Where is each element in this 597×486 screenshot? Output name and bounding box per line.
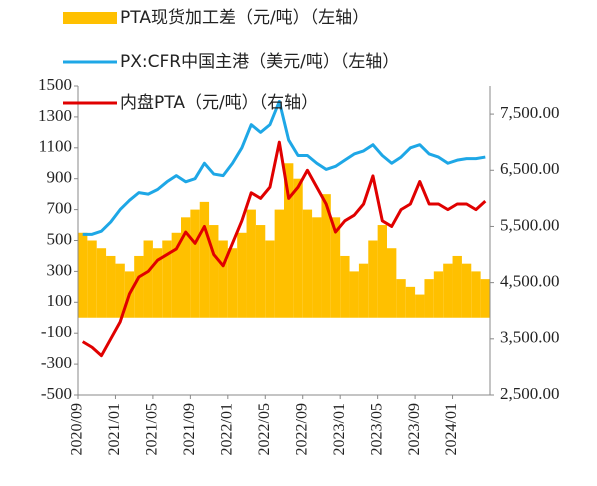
y-tick-label: 300 <box>47 260 73 279</box>
x-tick-label: 2021/05 <box>144 403 161 455</box>
x-tick-label: 2023/01 <box>331 403 348 455</box>
bar <box>96 248 107 318</box>
bar <box>368 240 378 318</box>
bar <box>424 279 434 318</box>
bar <box>330 217 341 318</box>
y2-tick-label: 7,500.00 <box>500 103 560 122</box>
bar <box>284 163 294 318</box>
legend-label: PTA现货加工差（元/吨）（左轴） <box>120 8 369 28</box>
bar <box>349 271 359 318</box>
bar <box>461 263 472 318</box>
bar <box>115 263 125 318</box>
y-tick-label: -100 <box>41 322 72 341</box>
y-tick-label: 1500 <box>38 75 72 94</box>
bar <box>274 209 284 318</box>
bar <box>415 294 425 318</box>
bar <box>152 248 163 318</box>
bar <box>134 255 144 318</box>
x-tick-label: 2023/05 <box>368 403 385 455</box>
bar <box>358 263 369 318</box>
bar <box>480 279 490 318</box>
bar <box>396 279 406 318</box>
y2-tick-label: 3,500.00 <box>500 328 560 347</box>
x-tick-label: 2024/01 <box>443 403 460 455</box>
y-tick-label: 1100 <box>39 137 72 156</box>
bar <box>265 240 275 318</box>
bar <box>255 225 266 318</box>
x-tick-label: 2022/05 <box>256 403 273 455</box>
bar <box>471 271 481 318</box>
bar <box>162 240 172 318</box>
bar <box>405 286 416 318</box>
x-tick-label: 2022/01 <box>218 403 235 455</box>
bar <box>190 209 200 318</box>
x-tick-label: 2021/01 <box>106 403 123 455</box>
y-tick-label: 500 <box>47 229 73 248</box>
x-tick-label: 2022/09 <box>293 403 310 455</box>
bar <box>87 240 97 318</box>
bar <box>106 255 116 318</box>
bar <box>387 248 397 318</box>
bar <box>246 209 256 318</box>
y-tick-label: 1300 <box>38 106 72 125</box>
y-tick-label: 900 <box>47 168 73 187</box>
y-tick-label: -500 <box>41 384 72 403</box>
y2-tick-label: 4,500.00 <box>500 272 560 291</box>
legend-swatch <box>63 12 117 24</box>
legend-label: PX:CFR中国主港（美元/吨）（左轴） <box>120 52 399 72</box>
bar <box>227 248 238 318</box>
x-tick-label: 2021/09 <box>181 403 198 455</box>
bar <box>433 271 444 318</box>
bar <box>302 209 313 318</box>
y-tick-label: -300 <box>41 353 72 372</box>
bar <box>209 225 219 318</box>
bar <box>312 217 322 318</box>
bar <box>293 178 303 318</box>
y2-tick-label: 2,500.00 <box>500 384 560 403</box>
bar <box>443 263 453 318</box>
legend-label: 内盘PTA（元/吨）（右轴） <box>120 93 318 113</box>
bar <box>237 232 247 318</box>
y2-tick-label: 5,500.00 <box>500 215 560 234</box>
line-series <box>81 140 487 358</box>
bar <box>199 201 210 318</box>
x-tick-label: 2023/09 <box>406 403 423 455</box>
bar <box>218 240 228 318</box>
bar <box>143 240 153 318</box>
y2-tick-label: 6,500.00 <box>500 159 560 178</box>
bar <box>340 255 350 318</box>
bar <box>78 232 88 318</box>
y-tick-label: 100 <box>47 291 73 310</box>
bar <box>171 232 181 318</box>
bar <box>377 225 387 318</box>
bar <box>321 194 331 318</box>
x-tick-label: 2020/09 <box>69 403 86 455</box>
y-tick-label: 700 <box>47 199 73 218</box>
line-series <box>82 99 486 236</box>
bar <box>452 255 462 318</box>
bar <box>181 217 191 318</box>
